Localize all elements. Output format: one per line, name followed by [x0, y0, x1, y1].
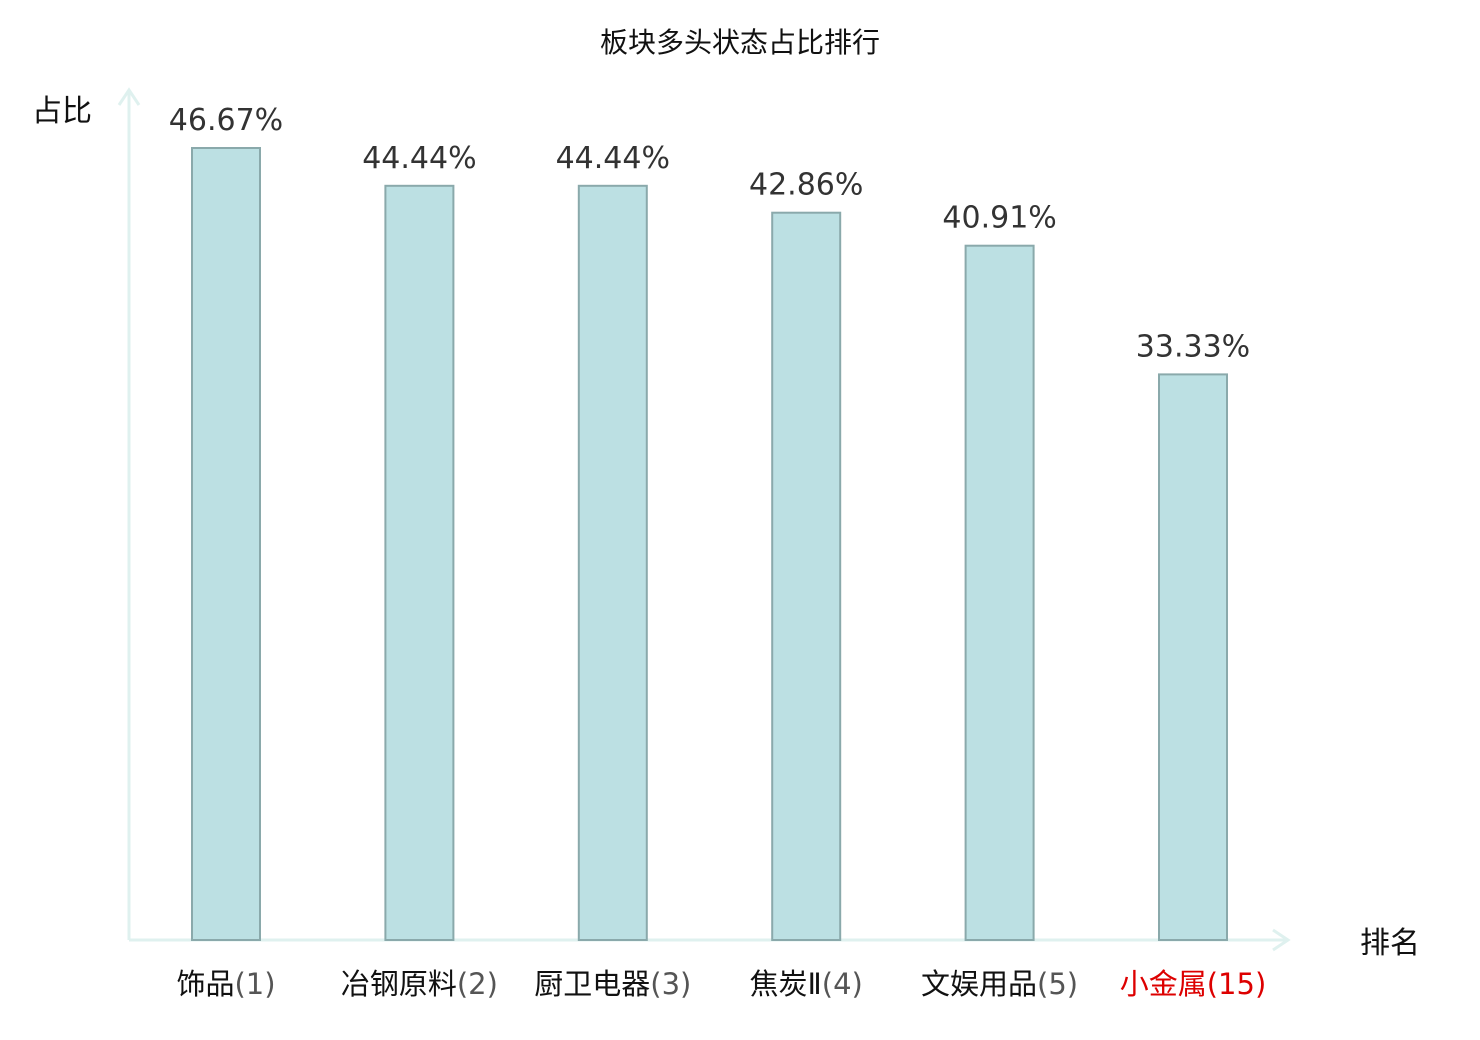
- category-label-2: 冶钢原料(2): [341, 967, 498, 1001]
- category-label-4: 焦炭Ⅱ(4): [750, 967, 863, 1001]
- bar-1: [191, 147, 261, 941]
- value-label-5: 40.91%: [942, 201, 1056, 236]
- bars-layer: [191, 147, 1228, 942]
- category-label-1: 饰品(1): [176, 967, 275, 1001]
- value-label-2: 44.44%: [362, 141, 476, 176]
- category-label-5: 文娱用品(5): [921, 967, 1078, 1001]
- category-rank-5: (5): [1037, 967, 1078, 1001]
- category-rank-2: (2): [457, 967, 498, 1001]
- category-name-5: 文娱用品: [921, 967, 1037, 1001]
- axes: [117, 87, 1291, 952]
- y-axis-label: 占比: [32, 94, 92, 129]
- category-rank-1: (1): [234, 967, 275, 1001]
- bar-3: [577, 184, 648, 942]
- value-labels-layer: 46.67% 44.44% 44.44% 42.86% 40.91% 33.33%: [169, 103, 1250, 364]
- category-rank-3: (3): [650, 967, 691, 1001]
- category-name-1: 饰品: [176, 967, 234, 1001]
- category-labels-layer: 饰品(1) 冶钢原料(2) 厨卫电器(3) 焦炭Ⅱ(4) 文娱用品(5) 小金属(15): [176, 967, 1266, 1001]
- category-label-3: 厨卫电器(3): [534, 967, 691, 1001]
- category-name-4: 焦炭Ⅱ: [750, 967, 822, 1001]
- bar-6: [1158, 373, 1228, 941]
- x-axis-arrowhead: [1272, 928, 1291, 952]
- category-name-3: 厨卫电器: [534, 967, 650, 1001]
- y-axis-arrowhead: [117, 87, 141, 106]
- category-label-6: 小金属(15): [1120, 967, 1267, 1001]
- category-rank-6: (15): [1207, 967, 1267, 1001]
- value-label-6: 33.33%: [1136, 329, 1250, 364]
- category-name-6: 小金属: [1120, 967, 1207, 1001]
- bar-2: [384, 184, 455, 942]
- category-rank-4: (4): [822, 967, 863, 1001]
- bar-4: [771, 211, 842, 941]
- x-axis-label: 排名: [1360, 926, 1420, 961]
- value-label-4: 42.86%: [749, 168, 863, 203]
- value-label-3: 44.44%: [556, 141, 670, 176]
- chart-title: 板块多头状态占比排行: [600, 26, 880, 59]
- value-label-1: 46.67%: [169, 103, 283, 138]
- bar-5: [964, 244, 1035, 941]
- category-name-2: 冶钢原料: [341, 967, 457, 1001]
